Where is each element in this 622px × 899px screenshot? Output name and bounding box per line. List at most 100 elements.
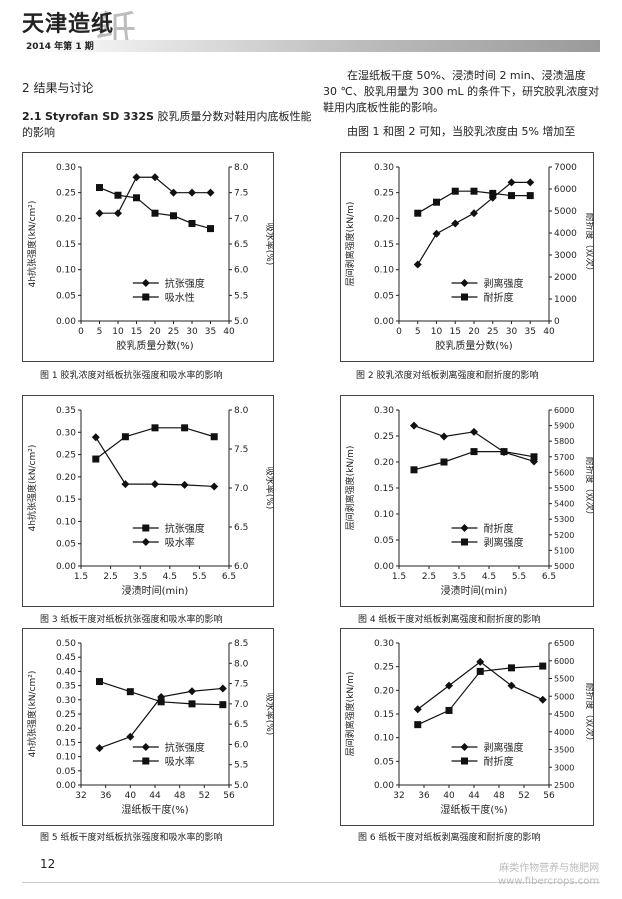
data-point [451, 187, 459, 195]
x-tick-label: 3.5 [133, 572, 147, 582]
footer-rule [22, 882, 600, 883]
section-heading: 2 结果与讨论 [22, 80, 93, 96]
legend-marker [142, 293, 150, 301]
x-tick-label: 0 [78, 327, 84, 337]
y-left-tick-label: 0.25 [56, 451, 76, 461]
data-point [433, 198, 440, 206]
data-point [151, 173, 159, 182]
data-point [121, 433, 129, 441]
data-point [210, 433, 218, 441]
y-right-tick-label: 5600 [554, 468, 574, 477]
y-left-tick-label: 0.30 [56, 428, 76, 438]
chart-6-frame: 32 36 40 44 48 52 56 0.00 0.05 0.10 0.15 0.20 0.25 0.… [340, 628, 596, 826]
data-point [451, 219, 460, 228]
data-point [157, 692, 166, 701]
y-left-tick-label: 0.50 [56, 639, 76, 649]
x-tick-label: 2.5 [103, 572, 117, 582]
data-point [476, 657, 485, 666]
legend-label: 耐折度 [484, 291, 514, 304]
data-point [188, 700, 196, 708]
data-point [206, 188, 215, 197]
y-left-tick-label: 0.15 [56, 240, 76, 250]
y-right-tick-label: 7000 [554, 163, 577, 173]
x-tick-label: 40 [443, 791, 455, 801]
subsection-heading: 2.1 Styrofan SD 332S 胶乳质量分数对鞋用内底板性能的影响 [22, 109, 312, 141]
data-point [188, 188, 196, 197]
x-tick-label: 30 [506, 327, 518, 337]
y-right-tick-label: 8.0 [234, 406, 249, 416]
data-point [538, 695, 547, 704]
x-tick-label: 20 [149, 327, 161, 337]
subsection-title: 胶乳质量分数对鞋用内底板性能的影响 [22, 110, 312, 139]
y-right-tick-label: 5700 [554, 453, 574, 462]
chart-1-caption: 图 1 胶乳浓度对纸板抗张强度和吸水率的影响 [40, 371, 223, 381]
body-paragraph-2: 由图 1 和图 2 可知，当胶乳浓度由 5% 增加至 [347, 125, 576, 138]
x-tick-label: 5.5 [512, 572, 526, 582]
section-number: 2 [22, 81, 30, 95]
y-right-tick-label: 3500 [554, 746, 574, 755]
data-point [96, 184, 103, 192]
y-left-tick-label: 0.15 [374, 710, 394, 720]
y-right-tick-label: 5000 [554, 692, 574, 701]
y-left-tick-label: 0.05 [374, 757, 394, 767]
subsection-number: 2.1 [22, 110, 42, 123]
y-left-tick-label: 0.10 [374, 510, 394, 520]
data-point [151, 209, 159, 217]
y-left-tick-label: 0.10 [56, 517, 76, 527]
data-point [91, 433, 100, 442]
x-tick-label: 32 [393, 791, 404, 801]
y-right-tick-label: 7.0 [234, 214, 249, 224]
data-point [414, 209, 422, 217]
y-right-tick-label: 5.0 [234, 317, 249, 327]
data-point [95, 744, 104, 753]
x-tick-label: 40 [543, 327, 555, 337]
x-tick-label: 44 [468, 791, 480, 801]
y-right-tick-label: 5100 [554, 546, 574, 555]
y-left-axis-label: 4h抗张强度(kN/cm²) [26, 201, 38, 288]
x-tick-label: 5 [97, 327, 103, 337]
data-point [207, 225, 214, 233]
y-right-tick-label: 1000 [554, 295, 577, 305]
y-right-tick-label: 8.0 [234, 659, 249, 669]
y-left-tick-label: 0.10 [56, 266, 76, 276]
y-right-axis-label: 耐折度（双次） [584, 212, 593, 275]
x-axis-label: 胶乳质量分数(%) [116, 339, 193, 352]
data-point [410, 421, 418, 430]
y-right-tick-label: 6500 [554, 639, 574, 648]
chart-1-frame: 0 5 10 15 20 25 30 35 40 0.00 0.05 0.10 0.15 0.20 0.25… [22, 152, 276, 362]
chart-4: 1.5 2.5 3.5 4.5 5.5 6.5 0.00 0.05 0.10 0.15 0.20 0.… [344, 406, 596, 597]
y-left-tick-label: 0.30 [56, 163, 76, 173]
y-left-tick-label: 0.00 [374, 562, 394, 572]
legend-marker [461, 757, 468, 765]
y-right-tick-label: 5900 [554, 422, 574, 431]
x-tick-label: 10 [112, 327, 124, 337]
x-tick-label: 40 [223, 327, 235, 337]
legend-marker [460, 743, 469, 751]
x-tick-label: 40 [125, 791, 137, 801]
legend-marker [461, 538, 468, 546]
y-left-tick-label: 0.15 [56, 738, 76, 748]
data-point [470, 187, 478, 195]
data-point [170, 212, 177, 220]
chart-4-caption: 图 4 纸板干度对纸板剥离强度和耐折度的影响 [358, 615, 541, 625]
y-left-tick-label: 0.25 [374, 432, 394, 442]
data-point [151, 480, 159, 489]
y-right-tick-label: 5000 [554, 562, 574, 571]
y-left-tick-label: 0.30 [374, 163, 394, 173]
y-left-tick-label: 0.05 [56, 767, 76, 777]
y-left-axis-label: 层间剥离强度(kN/m) [344, 672, 356, 757]
x-tick-label: 1.5 [392, 572, 406, 582]
x-tick-label: 25 [168, 327, 179, 337]
y-left-axis-label: 4h抗张强度(kN/cm²) [26, 445, 38, 532]
chart-2: 0 5 10 15 20 25 30 35 40 0.00 0.05 0.10 0.15 0.20 0.25… [344, 163, 596, 352]
data-point [539, 662, 547, 670]
chart-2-frame: 0 5 10 15 20 25 30 35 40 0.00 0.05 0.10 0.15 0.20 0.25… [340, 152, 596, 362]
y-right-tick-label: 6.0 [234, 562, 249, 572]
data-point [508, 664, 515, 672]
legend-label: 剥离强度 [484, 741, 524, 754]
y-left-tick-label: 0.15 [374, 240, 394, 250]
issue-label: 2014 年第 1 期 [26, 42, 94, 52]
legend-label: 耐折度 [484, 755, 514, 768]
y-left-axis-label: 层间剥离强度(kN/m) [344, 446, 356, 531]
legend-label: 吸水率 [165, 755, 195, 768]
